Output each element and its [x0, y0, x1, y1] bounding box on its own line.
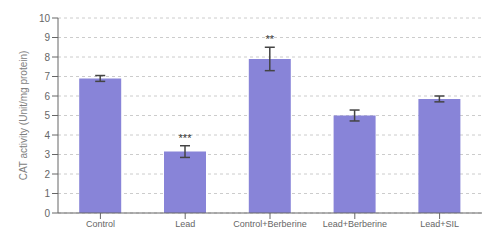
svg-text:Control: Control: [86, 219, 115, 229]
svg-text:1: 1: [44, 188, 50, 199]
svg-text:Lead: Lead: [175, 219, 195, 229]
svg-text:CAT activity (Unit/mg protein): CAT activity (Unit/mg protein): [18, 51, 29, 181]
svg-text:7: 7: [44, 71, 50, 82]
svg-text:0: 0: [44, 208, 50, 219]
svg-text:***: ***: [179, 132, 193, 144]
svg-text:**: **: [266, 33, 275, 45]
svg-text:9: 9: [44, 32, 50, 43]
svg-text:6: 6: [44, 91, 50, 102]
svg-text:3: 3: [44, 149, 50, 160]
svg-text:4: 4: [44, 130, 50, 141]
svg-text:2: 2: [44, 169, 50, 180]
svg-text:Control+Berberine: Control+Berberine: [233, 219, 306, 229]
svg-text:8: 8: [44, 52, 50, 63]
svg-text:Lead+Berberine: Lead+Berberine: [323, 219, 387, 229]
svg-text:5: 5: [44, 110, 50, 121]
svg-text:10: 10: [39, 13, 51, 24]
svg-text:Lead+SIL: Lead+SIL: [420, 219, 459, 229]
